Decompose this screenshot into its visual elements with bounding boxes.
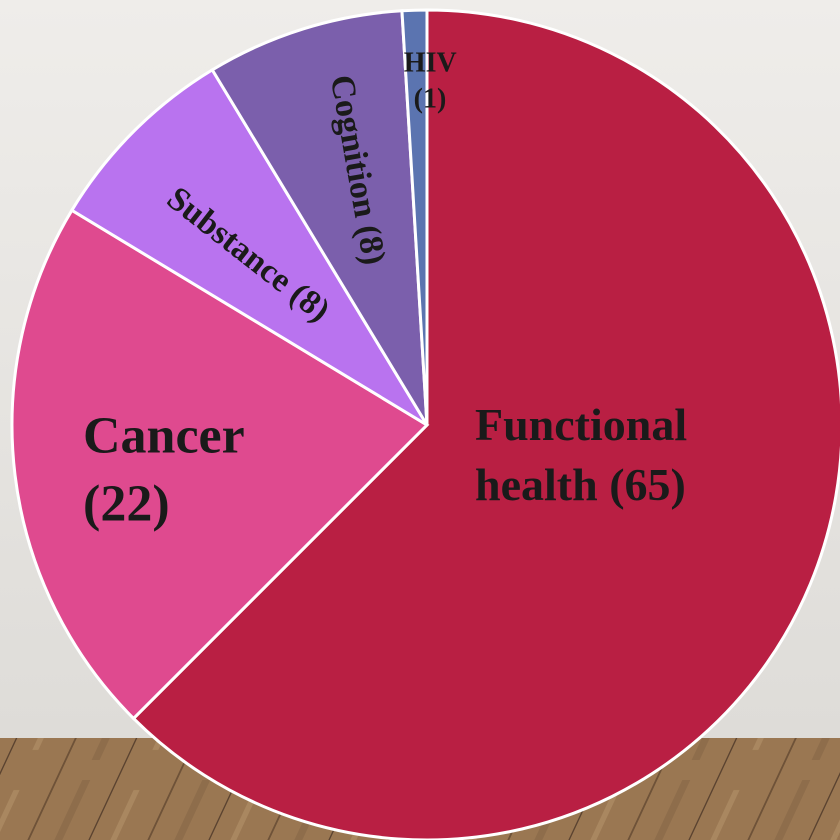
slice-label: HIV (1)	[400, 46, 460, 119]
category-label: HIV	[404, 48, 456, 79]
value-label: (65)	[609, 459, 686, 510]
value-label: (22)	[83, 475, 170, 532]
slice-label: Cancer (22)	[83, 402, 293, 537]
slice-label: Functional health (65)	[475, 395, 745, 515]
slide: Functional health (65)Cancer (22)Substan…	[0, 0, 840, 840]
value-label: (1)	[414, 84, 447, 115]
value-label: (8)	[349, 222, 392, 267]
category-label: Cancer	[83, 407, 244, 464]
